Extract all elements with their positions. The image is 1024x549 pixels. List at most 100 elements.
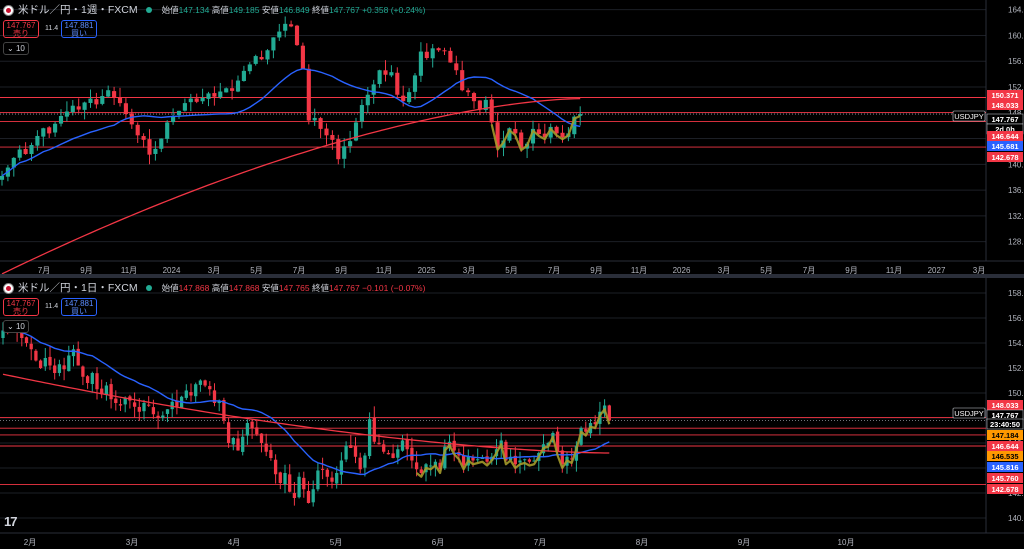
daily-chart[interactable]: 140.000142.000144.000146.000148.000150.0… <box>0 278 1024 549</box>
sell-button[interactable]: 147.767 売り <box>3 20 39 38</box>
price-label-box <box>987 441 1023 451</box>
price-label-text: 148.033 <box>991 101 1018 110</box>
time-tick-label: 2026 <box>673 266 691 274</box>
candle-body <box>241 436 245 452</box>
candle-body <box>433 461 438 467</box>
candle-body <box>88 98 93 103</box>
price-label-box <box>986 418 1024 430</box>
candle-body <box>230 88 235 91</box>
price-label-text: 2d 0h <box>995 125 1015 134</box>
time-tick-label: 3月 <box>126 538 138 547</box>
candle-body <box>76 348 80 366</box>
price-label-text: 147.184 <box>991 431 1019 440</box>
candle-body <box>300 45 305 69</box>
candle-body <box>218 91 223 98</box>
candle-body <box>372 417 376 442</box>
candle-body <box>85 376 90 383</box>
price-label-box <box>987 430 1023 440</box>
candle-body <box>188 98 193 103</box>
buy-button[interactable]: 147.881 買い <box>61 298 97 316</box>
symbol-title[interactable]: 米ドル／円・1週・FXCM <box>18 4 138 16</box>
candle-body <box>41 128 46 137</box>
candle-body <box>104 385 109 395</box>
candle-body <box>265 50 270 60</box>
candle-body <box>100 388 104 395</box>
price-tick-label: 160.000 <box>1008 31 1024 40</box>
candle-body <box>283 23 288 31</box>
candle-body <box>476 459 480 461</box>
pane-divider[interactable] <box>0 274 1024 278</box>
symbol-tag-text: USDJPY <box>954 409 984 418</box>
candle-body <box>593 422 597 425</box>
candle-body <box>123 398 127 405</box>
candle-body <box>574 445 579 461</box>
time-tick-label: 8月 <box>636 538 648 547</box>
tradingview-logo-icon[interactable]: 17 <box>4 514 18 529</box>
candle-body <box>222 400 226 421</box>
candle-body <box>377 70 382 84</box>
candle-body <box>560 450 564 465</box>
candle-body <box>112 91 117 98</box>
candle-body <box>530 128 536 144</box>
candle-body <box>53 365 57 373</box>
time-tick-label: 3月 <box>463 266 475 274</box>
daily-chart-pane[interactable]: 140.000142.000144.000146.000148.000150.0… <box>0 278 1024 549</box>
candle-body <box>11 157 16 168</box>
candle-body <box>129 113 134 125</box>
price-label-box <box>987 100 1023 110</box>
price-label-box <box>987 484 1023 494</box>
candle-body <box>471 457 475 461</box>
time-tick-label: 5月 <box>330 538 342 547</box>
candle-body <box>283 473 287 485</box>
candle-body <box>396 449 400 458</box>
buy-button[interactable]: 147.881 買い <box>61 20 97 38</box>
candle-body <box>135 124 140 136</box>
candle-body <box>64 111 69 117</box>
candle-body <box>339 460 344 475</box>
candle-body <box>389 72 394 76</box>
candle-body <box>306 68 311 121</box>
candle-body <box>570 458 574 460</box>
ohlc-values: 始値147.134 高値149.185 安値146.849 終値147.767 … <box>161 5 426 15</box>
candle-body <box>151 407 156 415</box>
daily-legend: 米ドル／円・1日・FXCM 始値147.868 高値147.868 安値147.… <box>3 282 425 294</box>
price-label-box <box>987 400 1023 410</box>
candle-body <box>424 51 429 58</box>
trade-buttons: 147.767 売り 11.4 147.881 買い <box>3 20 97 38</box>
indicator-toggle-button[interactable]: ⌄ 10 <box>3 42 29 55</box>
candle-body <box>405 439 409 450</box>
time-tick-label: 11月 <box>376 266 392 274</box>
candle-body <box>176 110 182 116</box>
long-moving-average-line <box>1 97 581 274</box>
short-moving-average-line <box>2 329 610 476</box>
weekly-chart-pane[interactable]: 128.000132.000136.000140.000144.000148.0… <box>0 0 1024 274</box>
candle-body <box>607 405 611 421</box>
candle-body <box>217 400 221 404</box>
weekly-chart[interactable]: 128.000132.000136.000140.000144.000148.0… <box>0 0 1024 274</box>
candle-body <box>324 128 329 136</box>
candle-body <box>391 453 395 458</box>
candle-body <box>29 343 33 350</box>
time-tick-label: 9月 <box>335 266 347 274</box>
time-tick-label: 2024 <box>163 266 181 274</box>
candle-body <box>109 384 113 400</box>
time-tick-label: 11月 <box>121 266 137 274</box>
indicator-toggle-button[interactable]: ⌄ 10 <box>3 320 29 333</box>
price-tick-label: 152.000 <box>1008 364 1024 373</box>
symbol-title[interactable]: 米ドル／円・1日・FXCM <box>18 282 138 294</box>
candle-body <box>480 458 485 459</box>
time-tick-label: 5月 <box>250 266 262 274</box>
candle-body <box>536 129 541 135</box>
time-tick-label: 3月 <box>973 266 985 274</box>
price-label-box <box>987 152 1023 162</box>
time-tick-label: 5月 <box>760 266 772 274</box>
candle-body <box>71 349 76 357</box>
wave-pattern-drawing <box>415 408 611 478</box>
price-label-text: 146.644 <box>991 442 1019 451</box>
candle-body <box>523 459 527 461</box>
wave-pattern-drawing <box>490 114 581 152</box>
candle-body <box>342 146 347 159</box>
sell-button[interactable]: 147.767 売り <box>3 298 39 316</box>
candle-body <box>94 99 99 105</box>
candle-body <box>555 431 560 452</box>
